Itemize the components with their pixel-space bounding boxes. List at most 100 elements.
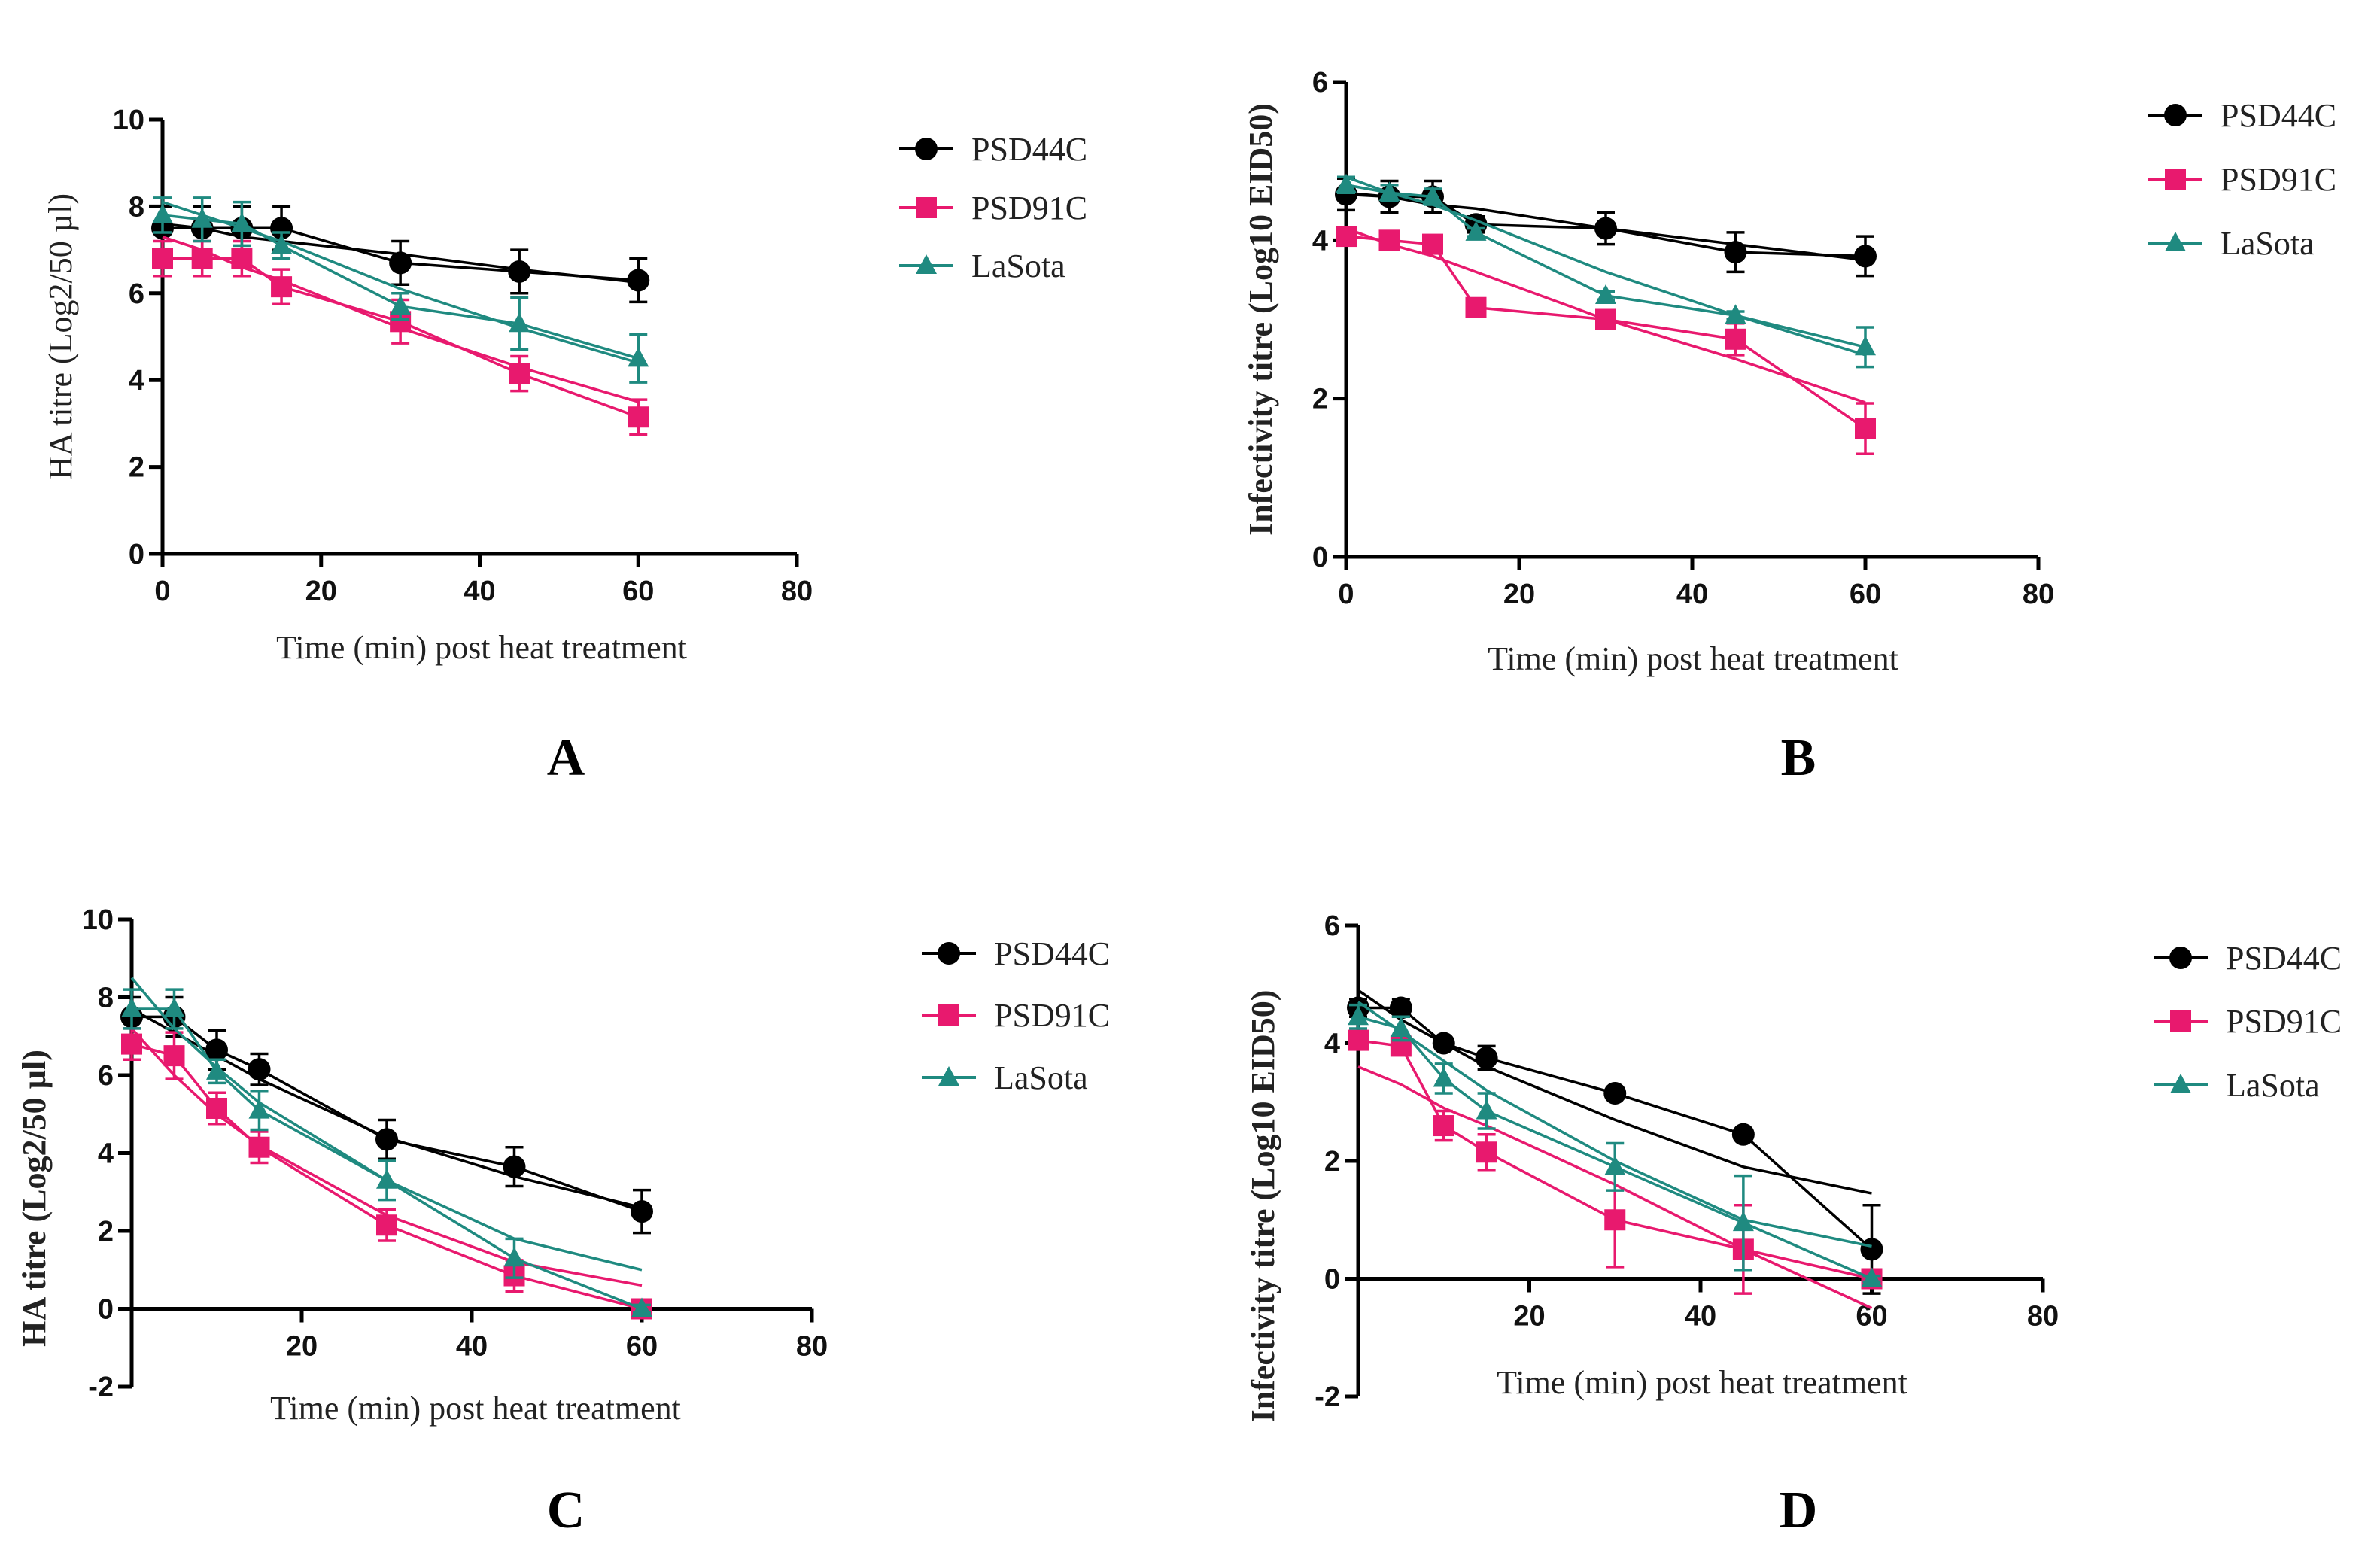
legend-label: PSD91C <box>2220 161 2336 198</box>
y-tick-label: 8 <box>98 983 114 1014</box>
data-point <box>503 1247 525 1267</box>
data-point <box>1476 1099 1497 1120</box>
data-point <box>1348 1005 1369 1026</box>
data-point <box>1465 296 1487 318</box>
x-axis-label: Time (min) post heat treatment <box>276 629 687 666</box>
data-point <box>163 1045 185 1067</box>
legend-label: LaSota <box>971 248 1065 284</box>
legend-label: PSD91C <box>2226 1003 2342 1040</box>
chart-panel-d: -2 0 2 4 6 20 40 60 80 Time (min) post heat treat… <box>1245 910 2342 1539</box>
data-point <box>248 1136 270 1158</box>
data-point <box>271 234 293 254</box>
y-tick-label: 0 <box>1324 1264 1340 1296</box>
data-point <box>1390 1017 1412 1037</box>
y-tick-label: 2 <box>1324 1146 1340 1178</box>
data-point <box>248 1099 270 1119</box>
x-tick-label: 20 <box>1503 579 1535 610</box>
data-point <box>1465 220 1487 241</box>
y-tick-label: 2 <box>1312 384 1328 415</box>
y-axis-label: Infectivity titre (Log10 EID50) <box>1245 990 1281 1423</box>
data-point <box>1860 1238 1883 1261</box>
legend-marker <box>2165 232 2186 251</box>
data-point <box>1595 284 1616 304</box>
data-point <box>1432 1032 1455 1055</box>
x-tick-label: 40 <box>464 576 495 607</box>
data-point <box>1724 241 1747 264</box>
data-point <box>1389 996 1412 1020</box>
series-lasota <box>121 977 652 1317</box>
x-tick-label: 80 <box>796 1331 828 1363</box>
legend-marker <box>2169 947 2192 969</box>
y-tick-label: 4 <box>1312 225 1328 257</box>
y-tick-label: 10 <box>82 904 114 936</box>
y-axis-label: HA titre (Log2/50 µl) <box>42 193 79 480</box>
data-point <box>163 998 185 1018</box>
y-tick-label: 0 <box>1312 542 1328 573</box>
y-tick-label: -2 <box>88 1372 114 1403</box>
legend-label: LaSota <box>994 1059 1088 1096</box>
y-tick-label: 6 <box>129 278 144 310</box>
data-point <box>1475 1047 1498 1070</box>
legend-marker <box>938 1066 959 1086</box>
legend-marker <box>915 138 938 160</box>
legend-label: PSD44C <box>971 131 1087 168</box>
data-point <box>206 1059 227 1080</box>
legend-marker <box>938 1004 959 1026</box>
x-axis-label: Time (min) post heat treatment <box>1488 640 1898 677</box>
data-point <box>1861 1267 1883 1287</box>
y-axis-label: Infectivity titre (Log10 EID50) <box>1242 103 1279 536</box>
data-point <box>1604 1209 1626 1231</box>
data-point <box>1433 1067 1454 1087</box>
data-point <box>1422 185 1443 205</box>
data-point <box>1422 233 1443 255</box>
y-tick-label: 2 <box>129 452 144 484</box>
data-point <box>631 1200 653 1223</box>
data-point <box>509 363 530 384</box>
x-tick-label: 20 <box>1513 1301 1545 1333</box>
data-point <box>1604 1155 1626 1175</box>
legend-marker <box>2170 1074 2191 1093</box>
y-axis-label: HA titre (Log2/50 µl) <box>16 1050 53 1347</box>
panel-letter: A <box>547 729 585 787</box>
data-point <box>191 248 213 269</box>
data-point <box>271 276 293 298</box>
data-point <box>1855 418 1876 439</box>
y-tick-label: 6 <box>98 1060 114 1092</box>
data-point <box>390 295 412 315</box>
data-point <box>503 1155 526 1178</box>
data-point <box>1731 1123 1755 1146</box>
legend-label: LaSota <box>2226 1067 2320 1104</box>
data-point <box>1348 1029 1369 1051</box>
data-point <box>1476 1141 1497 1163</box>
legend-label: PSD91C <box>971 190 1087 226</box>
data-point <box>1336 226 1357 248</box>
legend-label: PSD91C <box>994 997 1110 1034</box>
data-point <box>509 312 530 333</box>
series-lasota <box>1336 173 1876 369</box>
y-tick-label: -2 <box>1315 1381 1340 1413</box>
x-axis-label: Time (min) post heat treatment <box>270 1390 681 1427</box>
series-psd91c <box>152 236 649 436</box>
x-axis-label: Time (min) post heat treatment <box>1497 1364 1907 1401</box>
data-point <box>375 1128 398 1151</box>
y-tick-label: 4 <box>129 365 144 397</box>
series-lasota <box>1348 1001 1883 1287</box>
data-point <box>1725 328 1746 350</box>
data-point <box>1854 245 1877 268</box>
data-point <box>1378 229 1400 251</box>
legend-label: LaSota <box>2220 225 2315 262</box>
y-tick-label: 6 <box>1312 67 1328 99</box>
panel-letter: D <box>1780 1482 1818 1539</box>
data-point <box>1732 1211 1754 1232</box>
y-tick-label: 6 <box>1324 910 1340 942</box>
data-point <box>121 1033 142 1055</box>
data-point <box>1595 308 1616 330</box>
x-tick-label: 60 <box>1856 1301 1887 1333</box>
data-point <box>1336 173 1357 193</box>
y-tick-label: 0 <box>129 539 144 570</box>
y-tick-label: 2 <box>98 1216 114 1248</box>
data-point <box>376 1169 397 1189</box>
series-psd44c <box>1335 177 1877 278</box>
data-point <box>508 260 531 283</box>
